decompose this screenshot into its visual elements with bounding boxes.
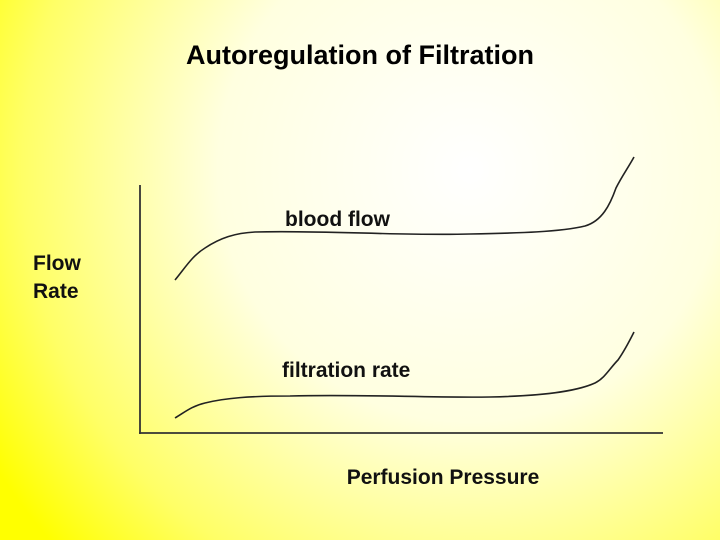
y-axis-label: Rate [33, 280, 79, 303]
y-axis-label: Flow [33, 252, 81, 275]
slide-title: Autoregulation of Filtration [186, 40, 534, 70]
filtration-curve [174, 331, 635, 419]
curve-label: blood flow [285, 208, 391, 231]
curve-label: filtration rate [282, 359, 410, 382]
blood-flow-curve [174, 156, 635, 281]
x-axis-label: Perfusion Pressure [347, 466, 540, 489]
